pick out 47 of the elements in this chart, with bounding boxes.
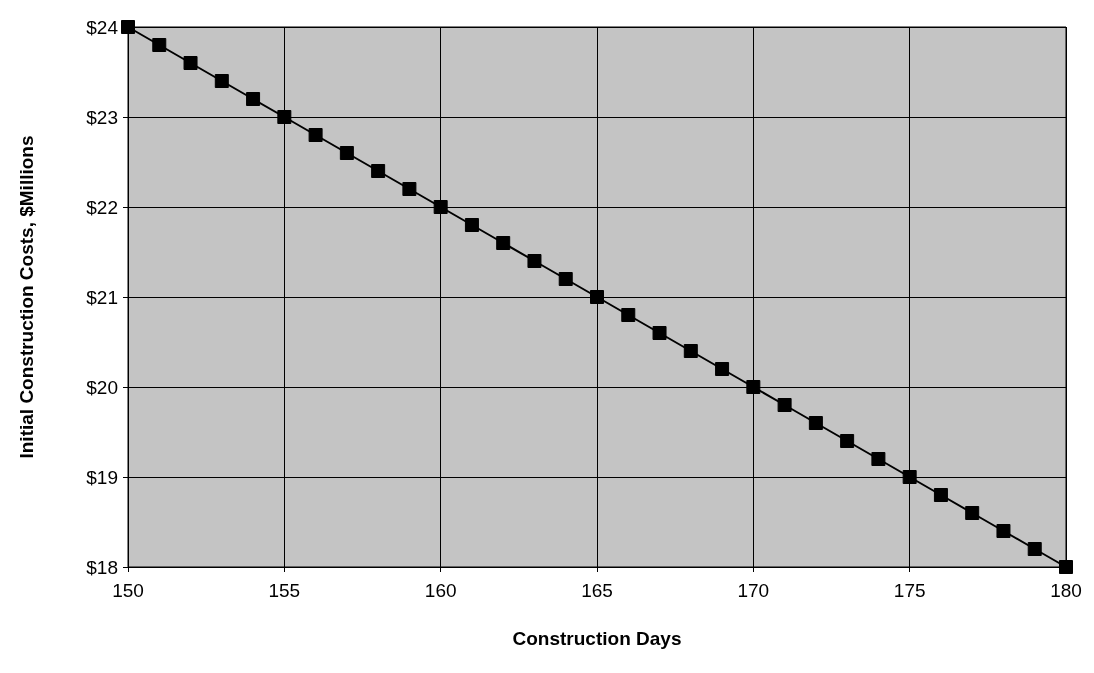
point xyxy=(558,272,573,286)
point xyxy=(840,434,855,448)
x-tick-label: 170 xyxy=(737,580,770,601)
point xyxy=(464,218,479,232)
y-tick-label: $22 xyxy=(86,196,118,218)
point xyxy=(214,74,229,88)
y-tick-label: $24 xyxy=(86,16,119,38)
x-tick-label: 160 xyxy=(424,580,457,601)
x-axis-title: Construction Days xyxy=(512,628,682,649)
point xyxy=(777,398,792,412)
x-tick-label: 180 xyxy=(1050,580,1082,601)
point xyxy=(371,164,386,178)
point xyxy=(933,488,948,502)
point xyxy=(715,362,730,376)
y-tick-label: $20 xyxy=(86,376,118,398)
point xyxy=(965,506,980,520)
x-tick-label: 155 xyxy=(268,580,301,601)
point xyxy=(1059,560,1073,574)
point xyxy=(902,470,917,484)
point xyxy=(121,20,135,34)
point xyxy=(808,416,823,430)
x-tick-label: 150 xyxy=(112,580,144,601)
y-axis-title: Initial Construction Costs, $Millions xyxy=(16,135,37,459)
point xyxy=(339,146,354,160)
point xyxy=(746,380,761,394)
y-tick-label: $21 xyxy=(86,286,118,308)
point xyxy=(496,236,511,250)
point xyxy=(871,452,886,466)
point xyxy=(402,182,417,196)
point xyxy=(621,308,636,322)
point xyxy=(308,128,323,142)
point xyxy=(277,110,292,124)
point xyxy=(152,38,167,52)
x-tick-label: 175 xyxy=(893,580,926,601)
point xyxy=(590,290,604,304)
point xyxy=(433,200,448,214)
point xyxy=(183,56,198,70)
point xyxy=(527,254,542,268)
point xyxy=(1027,542,1042,556)
y-tick-label: $19 xyxy=(86,466,118,488)
y-tick-label: $18 xyxy=(86,556,118,578)
point xyxy=(246,92,261,106)
point xyxy=(996,524,1011,538)
y-tick-label: $23 xyxy=(86,106,118,128)
point xyxy=(683,344,698,358)
point xyxy=(652,326,667,340)
x-tick-label: 165 xyxy=(581,580,613,601)
